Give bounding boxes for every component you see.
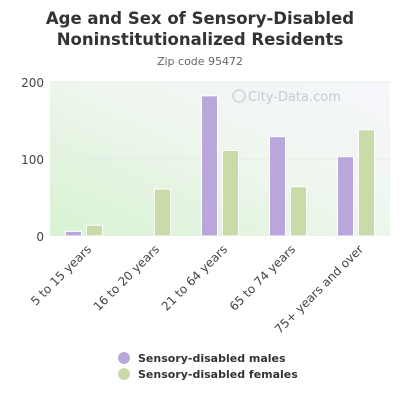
x-tick-label: 16 to 20 years <box>91 242 162 313</box>
legend: Sensory-disabled males Sensory-disabled … <box>118 350 298 382</box>
legend-label-females: Sensory-disabled females <box>138 367 298 381</box>
bar-males <box>65 230 82 237</box>
bar-females <box>290 186 307 237</box>
legend-label-males: Sensory-disabled males <box>138 351 286 365</box>
bar-females <box>222 150 239 237</box>
watermark-text: City-Data.com <box>248 90 341 105</box>
bar-males <box>201 95 218 237</box>
chart-title: Age and Sex of Sensory-Disabled Noninsti… <box>0 8 400 50</box>
y-tick-label: 0 <box>36 230 44 244</box>
chart-title-line-1: Age and Sex of Sensory-Disabled <box>45 9 355 28</box>
x-tick-label: 5 to 15 years <box>28 242 94 308</box>
legend-item-females: Sensory-disabled females <box>118 366 298 382</box>
watermark-icon <box>232 89 246 103</box>
x-tick-label: 21 to 64 years <box>159 242 230 313</box>
bar-females <box>154 188 171 237</box>
y-tick-label: 100 <box>21 153 44 167</box>
bar-females <box>358 129 375 237</box>
y-tick-label: 200 <box>21 76 44 90</box>
legend-item-males: Sensory-disabled males <box>118 350 298 366</box>
bar-females <box>86 224 103 237</box>
bar-males <box>337 156 354 237</box>
watermark: City-Data.com <box>232 89 341 105</box>
x-tick-label: 65 to 74 years <box>227 242 298 313</box>
chart-subtitle: Zip code 95472 <box>156 55 244 68</box>
legend-swatch-females <box>118 368 130 380</box>
bar-males <box>269 136 286 237</box>
chart-title-line-2: Noninstitutionalized Residents <box>56 30 344 49</box>
legend-swatch-males <box>118 352 130 364</box>
